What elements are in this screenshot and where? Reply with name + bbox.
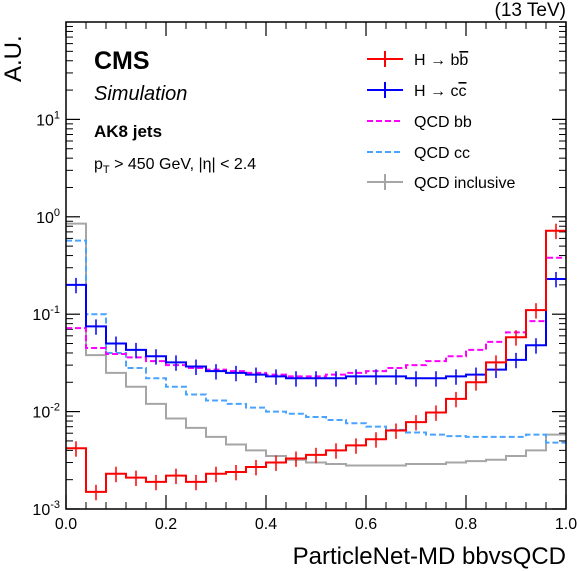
series-line [66, 256, 566, 378]
legend-label-qcd-inclusive: QCD inclusive [414, 175, 515, 192]
legend-entry-h-cc: H → cc [367, 82, 466, 100]
legend-entry-qcd-bb: QCD bb [367, 114, 472, 131]
y-tick-label: 10-1 [32, 304, 60, 324]
x-tick-label: 0.0 [55, 516, 77, 533]
legend: H → bb H → cc QCD bb QCD cc QCD inclusiv… [367, 51, 515, 192]
cut-label-pt-sub: T [103, 164, 110, 176]
legend-label-h-cc: H → c [414, 83, 458, 100]
svg-text:H → cc: H → cc [414, 83, 466, 100]
y-tick-label: 100 [36, 207, 60, 227]
series-line [66, 239, 566, 444]
cut-label-pt: p [94, 156, 103, 173]
experiment-label: CMS [94, 47, 150, 75]
cut-label-rest: > 450 GeV, |η| < 2.4 [110, 156, 257, 173]
x-tick-label: 0.6 [355, 516, 377, 533]
jet-label: AK8 jets [94, 122, 162, 141]
x-tick-label: 0.4 [255, 516, 277, 533]
legend-label-h-bb-bar: b [459, 52, 468, 69]
x-tick-label: 0.2 [155, 516, 177, 533]
energy-label: (13 TeV) [495, 0, 566, 21]
series-2 [66, 256, 566, 378]
y-tick-label: 10-3 [32, 499, 60, 519]
series-line [66, 222, 566, 467]
y-tick-label: 10-2 [32, 402, 60, 422]
series-3 [66, 239, 566, 444]
plot-area: 0.0 0.2 0.4 0.6 0.8 1.0 10-3 10-2 10-1 100 101 [32, 22, 577, 533]
x-tick-label: 0.8 [455, 516, 477, 533]
y-axis-label: A.U. [0, 35, 27, 82]
legend-entry-qcd-inclusive: QCD inclusive [367, 174, 515, 192]
legend-label-h-cc-bar: c [458, 83, 466, 100]
series-0 [66, 223, 566, 501]
simulation-label: Simulation [94, 83, 187, 105]
legend-label-h-bb: H → b [414, 52, 459, 69]
legend-label-qcd-cc: QCD cc [414, 145, 470, 162]
plot-frame [65, 21, 567, 510]
y-tick-label: 101 [36, 109, 60, 129]
legend-entry-qcd-cc: QCD cc [367, 145, 470, 162]
legend-entry-h-bb: H → bb [367, 51, 468, 69]
series-1 [66, 271, 566, 387]
x-tick-label: 1.0 [555, 516, 577, 533]
x-axis-label: ParticleNet-MD bbvsQCD [293, 543, 566, 570]
series-4 [66, 222, 566, 467]
legend-label-qcd-bb: QCD bb [414, 114, 472, 131]
svg-text:H → bb: H → bb [414, 52, 468, 69]
cut-label: pT > 450 GeV, |η| < 2.4 [94, 156, 256, 176]
